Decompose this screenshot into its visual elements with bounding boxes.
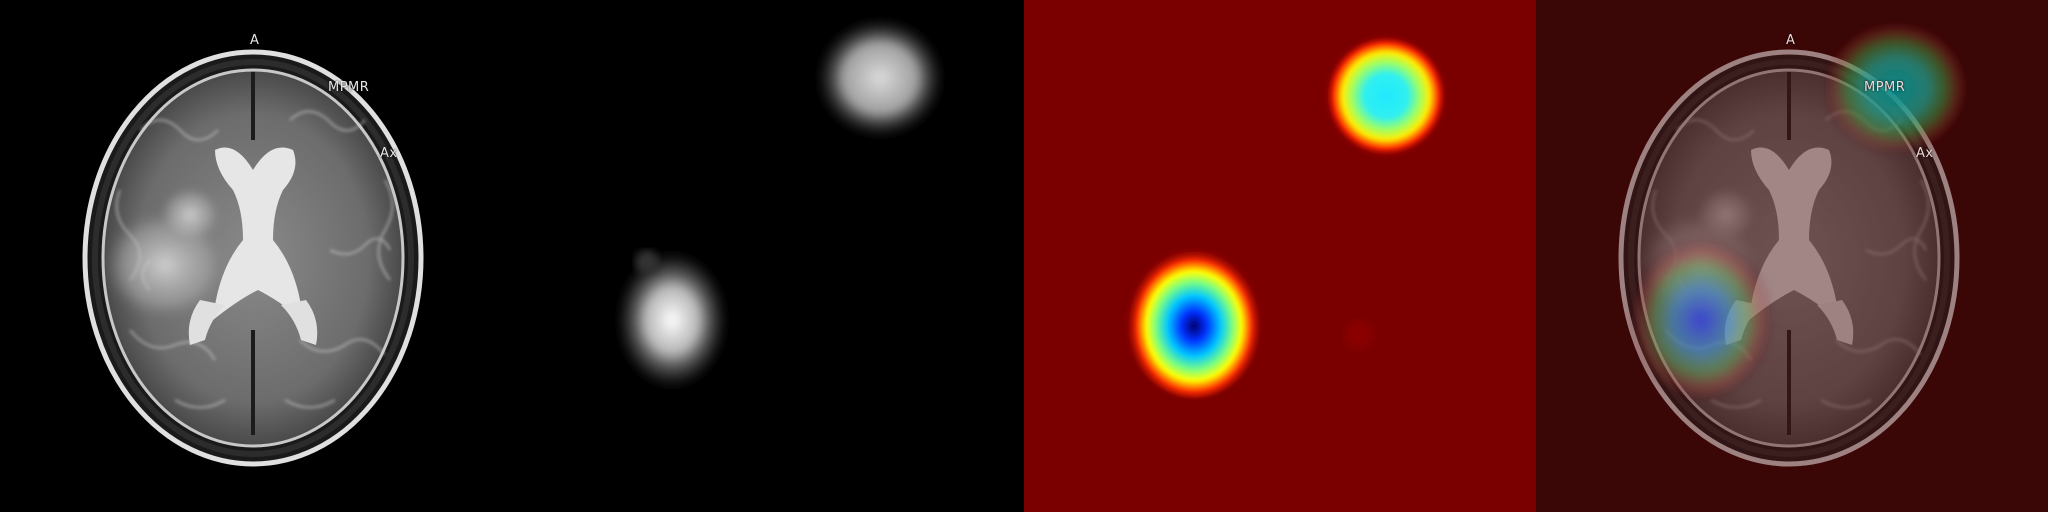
heatmap-overlay: A MPMR Ax [1536,0,2048,512]
sequence-label: MPMR [328,80,370,95]
heatmap-overlay-panel [1536,0,2048,512]
sequence-label: MPMR [1864,80,1906,95]
grayscale-activation-map [512,0,1024,512]
anterior-label: A [1786,33,1796,48]
mri-slice: A MPMR Ax [0,0,512,512]
jet-heatmap-panel [1024,0,1536,512]
mri-slice-panel [0,0,512,512]
anterior-label: A [250,33,260,48]
plane-label: Ax [1916,146,1934,161]
plane-label: Ax [380,146,398,161]
